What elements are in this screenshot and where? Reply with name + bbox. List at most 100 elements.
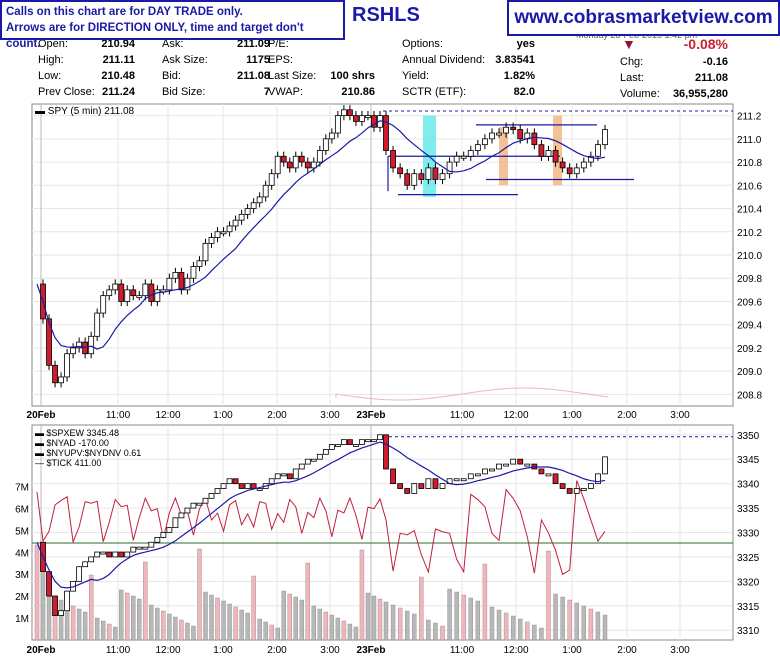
volume-bar xyxy=(475,600,481,641)
price-candle xyxy=(517,129,524,140)
x-tick-label: 12:00 xyxy=(503,645,528,656)
price-candle xyxy=(328,132,335,140)
spxew-candle xyxy=(232,478,239,485)
volume-bar xyxy=(94,617,100,641)
spxew-candle xyxy=(467,473,474,480)
volume-bar xyxy=(482,563,488,641)
price-candle xyxy=(226,225,233,233)
spxew-candle xyxy=(573,488,580,494)
x-tick-label: 11:00 xyxy=(106,645,131,656)
volume-bar xyxy=(137,598,142,641)
quote-value: 211.08 xyxy=(694,72,728,84)
quote-value: yes xyxy=(516,38,535,50)
spxew-candle xyxy=(347,439,353,445)
price-candle xyxy=(256,196,263,204)
price-candle xyxy=(545,150,552,157)
legend-entry: ▬ $NYUPV:$NYDNV 0.61 xyxy=(35,448,141,458)
volume-bar xyxy=(263,621,268,641)
price-candle xyxy=(439,173,446,180)
spxew-candle xyxy=(286,473,293,480)
y-tick-label: 3330 xyxy=(737,529,760,540)
volume-bar xyxy=(383,601,389,641)
spxew-candle xyxy=(214,488,221,494)
volume-bar xyxy=(287,593,292,641)
y-tick-label: 211.0 xyxy=(737,135,762,146)
volume-bar xyxy=(496,609,502,641)
price-candle xyxy=(274,155,281,175)
x-tick-label: 1:00 xyxy=(562,645,582,656)
x-tick-label: 1:00 xyxy=(562,410,582,421)
volume-bar xyxy=(440,625,445,641)
volume-bar xyxy=(454,591,459,641)
spxew-candle xyxy=(268,478,275,485)
quote-label: Bid Size: xyxy=(162,86,206,98)
volume-bar xyxy=(173,616,178,641)
spxew-candle xyxy=(510,458,517,465)
site-banner[interactable]: www.cobrasmarketview.com xyxy=(507,0,780,36)
x-tick-label: 2:00 xyxy=(617,645,637,656)
volume-bar xyxy=(143,561,148,641)
spxew-candle xyxy=(136,546,143,550)
spxew-candle xyxy=(503,463,509,467)
price-candle xyxy=(602,129,608,146)
price-candle xyxy=(292,155,299,169)
volume-bar xyxy=(588,608,594,641)
volume-bar xyxy=(503,612,509,641)
spxew-candle xyxy=(377,434,383,441)
y-tick-label: 209.4 xyxy=(737,321,762,332)
volume-bar xyxy=(371,595,377,641)
quote-value: 210.86 xyxy=(341,86,375,98)
spxew-candle xyxy=(118,551,125,558)
spxew-candle xyxy=(334,444,341,447)
volume-bar xyxy=(567,599,572,641)
spxew-candle xyxy=(310,458,317,462)
spxew-candle xyxy=(383,434,389,470)
volume-bar xyxy=(40,562,46,641)
price-candle xyxy=(383,115,389,151)
price-candle xyxy=(418,173,425,180)
quote-label: Ask: xyxy=(162,38,184,50)
spxew-candle xyxy=(142,546,149,550)
overlay-curve xyxy=(335,387,609,401)
volume-bar xyxy=(215,597,220,641)
moving-average-line xyxy=(36,120,606,350)
spxew-candle xyxy=(371,439,377,443)
volume-bar xyxy=(70,605,76,641)
volume-bar xyxy=(335,617,341,641)
spxew-candle xyxy=(94,551,101,558)
volume-bar xyxy=(221,600,226,641)
spxew-candle xyxy=(517,458,524,465)
price-candle xyxy=(136,295,143,299)
spxew-candle xyxy=(439,483,446,489)
price-candle xyxy=(453,155,460,163)
y-tick-label: 3325 xyxy=(737,553,760,564)
spxew-candle xyxy=(411,483,418,494)
x-tick-label: 3:00 xyxy=(670,410,690,421)
price-candle xyxy=(208,237,215,244)
price-candle xyxy=(371,115,377,128)
x-tick-label: 12:00 xyxy=(155,410,180,421)
volume-bar xyxy=(404,610,410,641)
volume-tick-label: 7M xyxy=(15,483,29,494)
spxew-candle xyxy=(482,468,488,475)
volume-tick-label: 6M xyxy=(15,504,29,515)
price-candle xyxy=(64,353,70,378)
price-candle xyxy=(322,138,329,151)
volume-bar xyxy=(525,621,530,641)
price-candle xyxy=(587,155,594,163)
volume-bar xyxy=(269,624,274,641)
moving-average-line xyxy=(36,441,606,589)
quote-value: 211.08 xyxy=(236,70,270,82)
quote-label: Yield: xyxy=(402,70,430,82)
y-tick-label: 210.8 xyxy=(737,158,762,169)
price-candle xyxy=(460,155,467,159)
price-candle xyxy=(82,341,89,355)
spxew-candle xyxy=(425,478,432,489)
volume-tick-label: 4M xyxy=(15,548,29,559)
spxew-candle xyxy=(489,468,495,472)
spxew-candle xyxy=(184,507,191,514)
quote-value: 100 shrs xyxy=(330,70,375,82)
price-candle xyxy=(70,347,77,355)
price-candle xyxy=(112,283,119,291)
volume-bar xyxy=(553,593,558,641)
